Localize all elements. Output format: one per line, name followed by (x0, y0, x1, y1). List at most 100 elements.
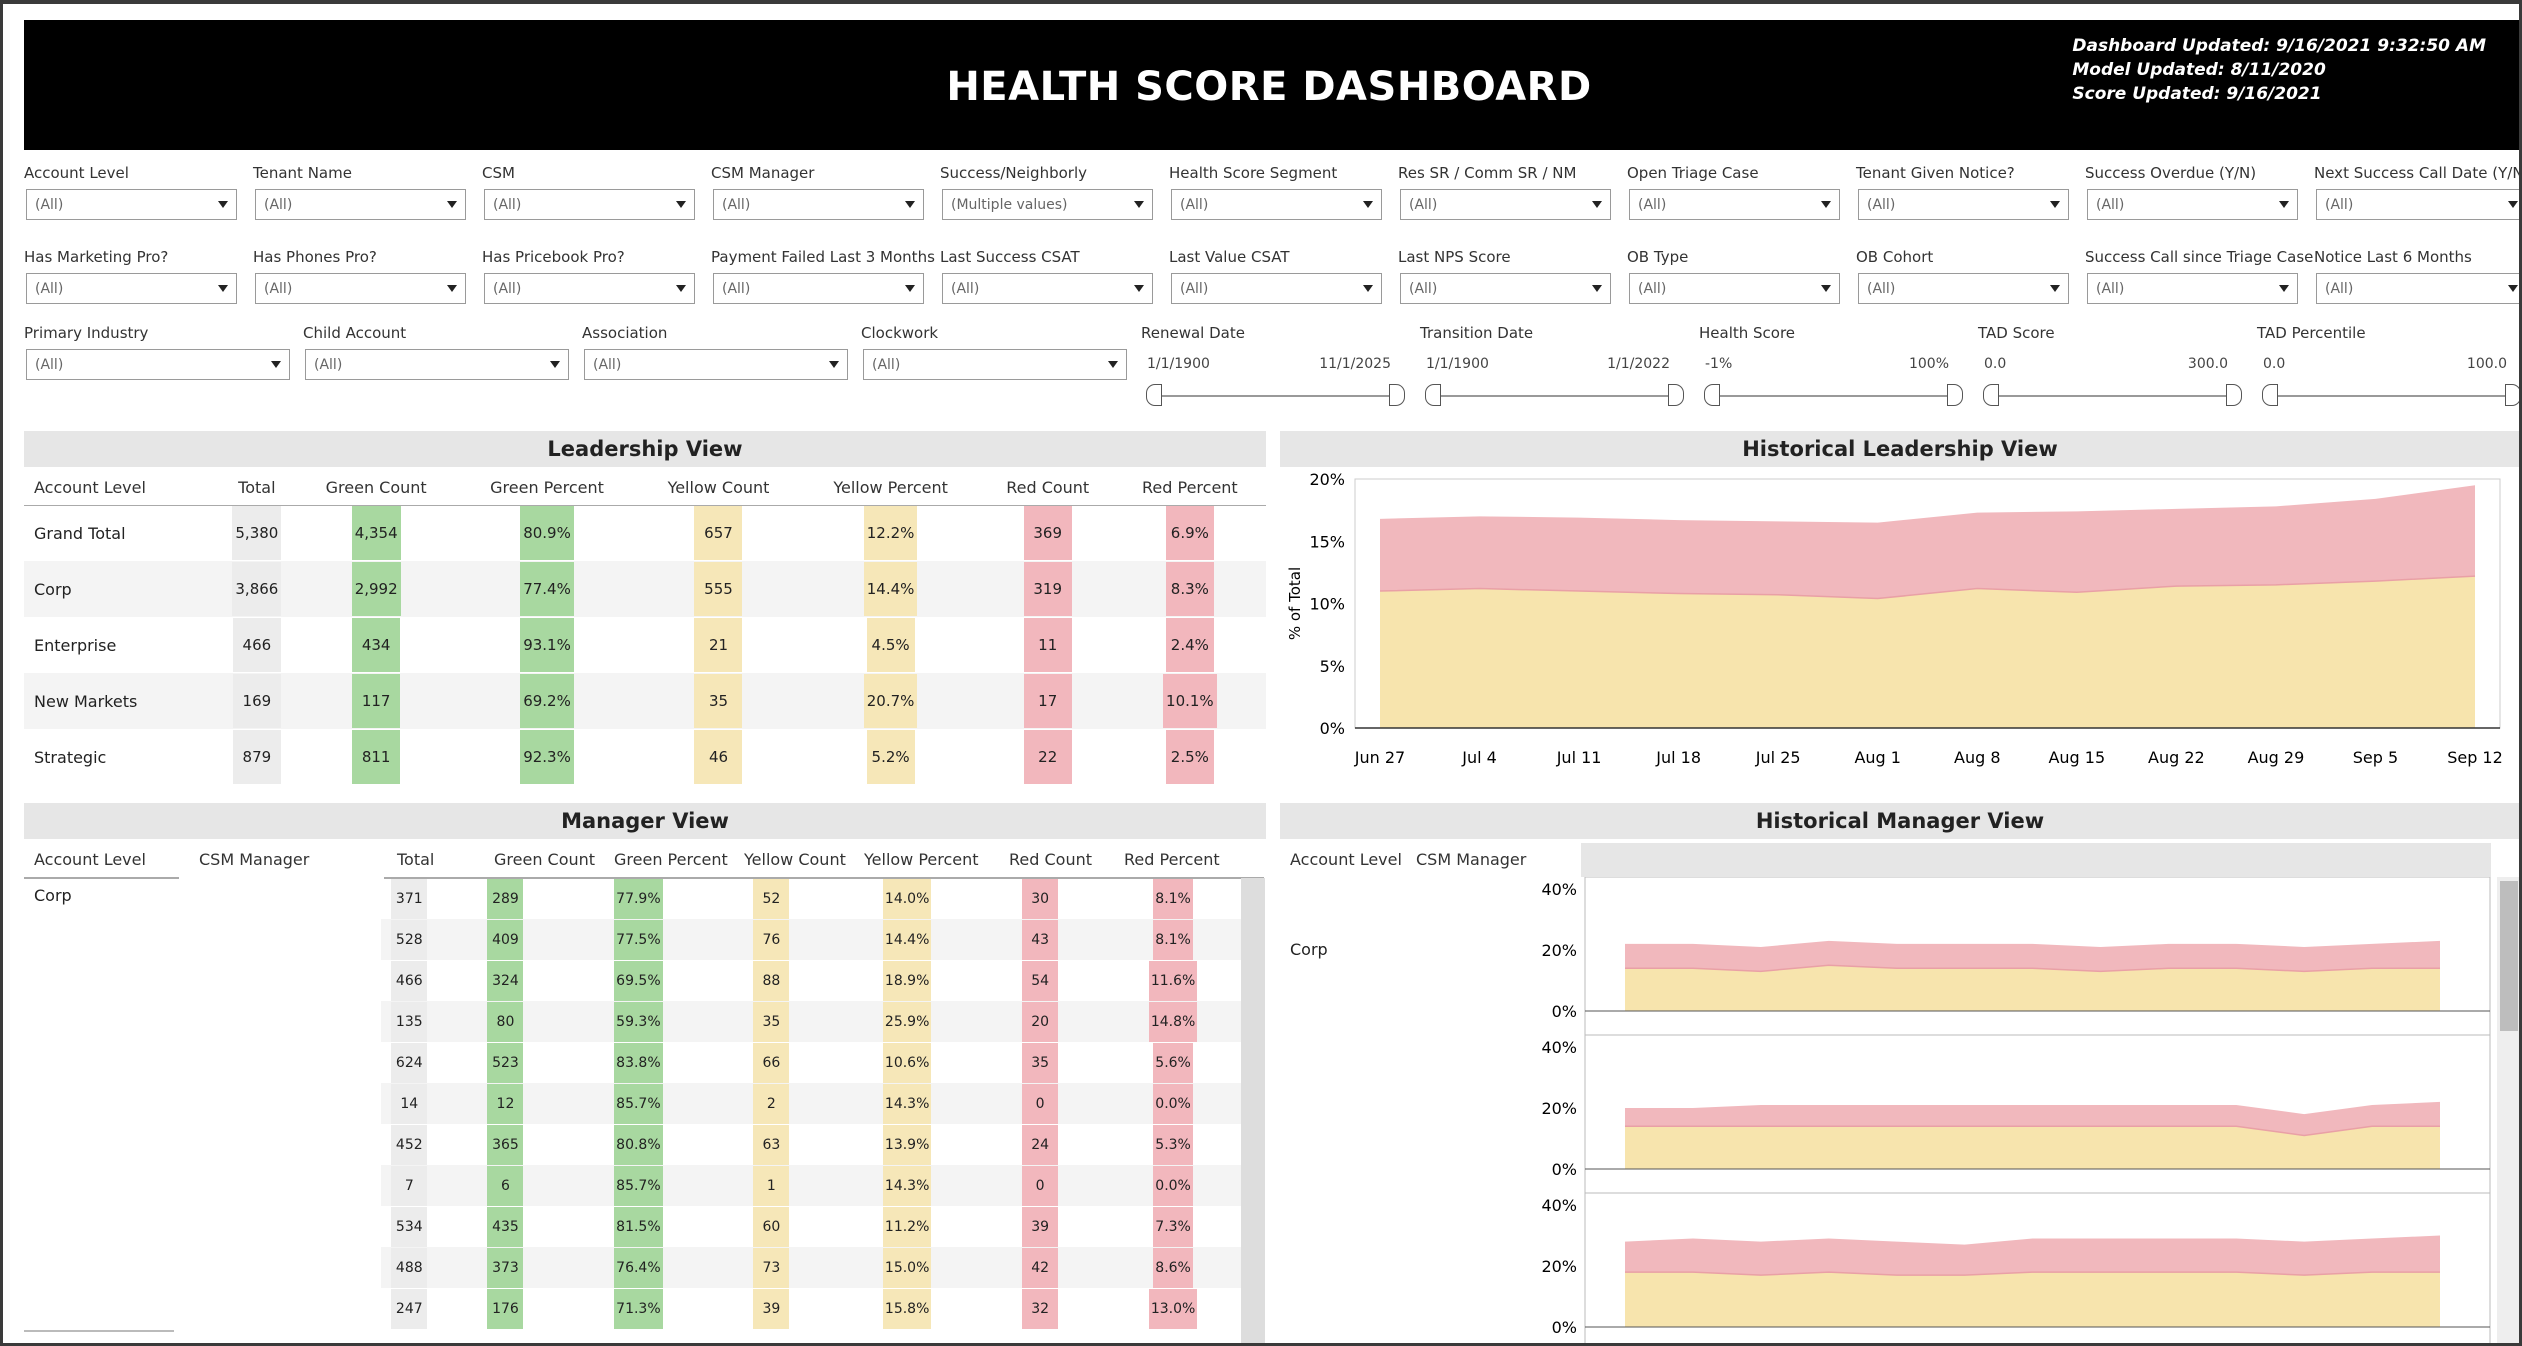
table-cell: 555 (637, 561, 800, 617)
table-cell: 534 (381, 1206, 438, 1247)
filter-dropdown-res-sr-comm-sr-nm[interactable]: (All) (1400, 189, 1611, 220)
value-cell: 15.0% (882, 1247, 932, 1288)
value-cell: 169 (232, 674, 281, 728)
range-handle-max[interactable] (1389, 384, 1405, 406)
filter-value: (All) (1638, 197, 1667, 213)
range-handle-max[interactable] (1947, 384, 1963, 406)
header-underline (24, 877, 179, 879)
filter-value: (All) (1409, 197, 1438, 213)
table-cell: 1 (703, 1165, 840, 1206)
range-handle-min[interactable] (1146, 384, 1162, 406)
filter-dropdown-primary-industry[interactable]: (All) (26, 349, 290, 380)
filter-dropdown-last-nps-score[interactable]: (All) (1400, 273, 1611, 304)
range-handle-max[interactable] (2226, 384, 2242, 406)
table-cell: 365 (438, 1124, 574, 1165)
filter-dropdown-account-level[interactable]: (All) (26, 189, 237, 220)
range-handle-min[interactable] (1704, 384, 1720, 406)
value-cell: 5,380 (232, 506, 282, 561)
value-cell: 466 (391, 960, 428, 1001)
filter-value: (All) (493, 281, 522, 297)
filter-dropdown-success-overdue-y-n[interactable]: (All) (2087, 189, 2298, 220)
filter-dropdown-health-score-segment[interactable]: (All) (1171, 189, 1382, 220)
filter-label-clockwork: Clockwork (861, 324, 939, 342)
value-cell: 2 (753, 1083, 790, 1124)
range-handle-min[interactable] (2262, 384, 2278, 406)
hist-scrollbar-thumb[interactable] (2500, 881, 2518, 1031)
table-cell: 8.1% (1105, 878, 1241, 919)
filter-label-csm-manager: CSM Manager (711, 164, 815, 182)
value-cell: 2.5% (1165, 730, 1214, 784)
table-cell: 14.4% (799, 561, 982, 617)
filter-label-last-value-csat: Last Value CSAT (1169, 248, 1290, 266)
filter-dropdown-child-account[interactable]: (All) (305, 349, 569, 380)
range-handle-max[interactable] (2505, 384, 2519, 406)
value-cell: 452 (391, 1124, 428, 1165)
filter-value: (All) (2325, 281, 2354, 297)
table-row: 452 365 80.8% 63 13.9% 24 5.3% (381, 1124, 1241, 1165)
table-cell: 52 (703, 878, 839, 919)
value-cell: 85.7% (614, 1165, 663, 1206)
table-row: 7 6 85.7% 1 14.3% 0 0.0% (381, 1165, 1241, 1206)
range-handle-max[interactable] (1668, 384, 1684, 406)
table-cell: 32 (975, 1288, 1105, 1329)
value-cell: 39 (1022, 1206, 1059, 1247)
filter-dropdown-last-value-csat[interactable]: (All) (1171, 273, 1382, 304)
filter-label-success-neighborly: Success/Neighborly (940, 164, 1087, 182)
table-cell: 452 (381, 1124, 438, 1165)
value-cell: 624 (391, 1042, 428, 1083)
value-cell: 4,354 (351, 506, 401, 561)
x-tick-label: Sep 5 (2353, 748, 2398, 767)
value-cell: 14.4% (882, 919, 932, 960)
filter-dropdown-ob-type[interactable]: (All) (1629, 273, 1840, 304)
value-cell: 0.0% (1153, 1165, 1193, 1206)
red-area-series (1625, 1101, 2440, 1136)
filter-dropdown-tenant-name[interactable]: (All) (255, 189, 466, 220)
filter-dropdown-has-pricebook-pro[interactable]: (All) (484, 273, 695, 304)
table-cell: 17 (981, 673, 1114, 729)
y-tick-label: 10% (1309, 595, 1345, 614)
filter-dropdown-payment-failed-last-3-months[interactable]: (All) (713, 273, 924, 304)
x-tick-label: Jul 25 (1755, 748, 1801, 767)
range-handle-min[interactable] (1983, 384, 1999, 406)
table-row: Enterprise 466 434 93.1% 21 4.5% 11 2.4% (24, 617, 1266, 673)
chevron-down-icon (218, 201, 228, 208)
filter-dropdown-tenant-given-notice[interactable]: (All) (1858, 189, 2069, 220)
col-header-green-percent: Green Percent (614, 850, 728, 869)
filter-dropdown-csm[interactable]: (All) (484, 189, 695, 220)
value-cell: 14.3% (882, 1165, 932, 1206)
col-header-account-level: Account Level (34, 850, 146, 869)
filter-dropdown-next-success-call-date-y-n[interactable]: (All) (2316, 189, 2519, 220)
value-cell: 247 (391, 1288, 428, 1329)
value-cell: 365 (487, 1124, 524, 1165)
filter-dropdown-success-neighborly[interactable]: (Multiple values) (942, 189, 1153, 220)
range-max-tad-score: 300.0 (2187, 356, 2228, 372)
filter-dropdown-has-marketing-pro[interactable]: (All) (26, 273, 237, 304)
hist-scrollbar-track[interactable] (2497, 877, 2519, 1343)
value-cell: 73 (753, 1247, 790, 1288)
yellow-area-series (1380, 576, 2475, 728)
filter-label-has-marketing-pro: Has Marketing Pro? (24, 248, 169, 266)
y-tick-label: 20% (1541, 1099, 1577, 1118)
filter-dropdown-has-phones-pro[interactable]: (All) (255, 273, 466, 304)
filter-dropdown-notice-last-6-months[interactable]: (All) (2316, 273, 2519, 304)
filter-value: (All) (1867, 281, 1896, 297)
table-cell: 71.3% (573, 1288, 703, 1329)
value-cell: 93.1% (520, 618, 574, 672)
row-label: Grand Total (34, 523, 126, 543)
filter-label-res-sr-comm-sr-nm: Res SR / Comm SR / NM (1398, 164, 1577, 182)
filter-dropdown-ob-cohort[interactable]: (All) (1858, 273, 2069, 304)
filter-dropdown-association[interactable]: (All) (584, 349, 848, 380)
range-handle-min[interactable] (1425, 384, 1441, 406)
yellow-red-boundary (1625, 964, 2440, 973)
value-cell: 69.5% (614, 960, 663, 1001)
table-cell: 2.5% (1114, 729, 1266, 785)
filter-dropdown-clockwork[interactable]: (All) (863, 349, 1127, 380)
table-cell: 0 (975, 1083, 1106, 1124)
filter-dropdown-success-call-since-triage-case[interactable]: (All) (2087, 273, 2298, 304)
filter-dropdown-csm-manager[interactable]: (All) (713, 189, 924, 220)
value-cell: 11.6% (1148, 960, 1198, 1001)
manager-table-scrollbar[interactable] (1241, 878, 1265, 1343)
filter-value: (All) (314, 357, 343, 373)
filter-dropdown-open-triage-case[interactable]: (All) (1629, 189, 1840, 220)
filter-dropdown-last-success-csat[interactable]: (All) (942, 273, 1153, 304)
